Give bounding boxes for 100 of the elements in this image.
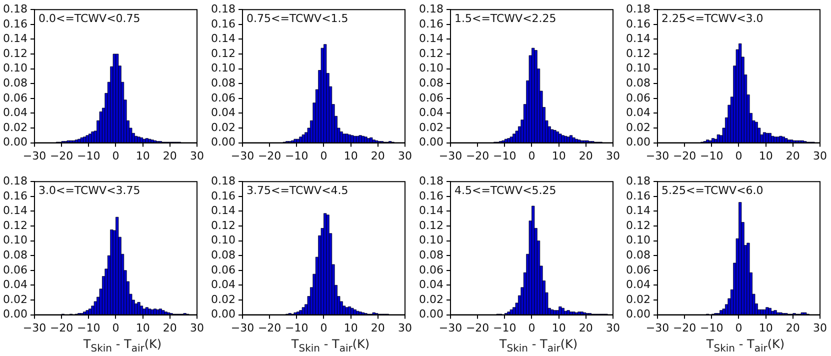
y-tick-label: 0.04 [210,106,236,120]
y-tick-label: 0.12 [210,46,236,60]
x-tick-label: 10 [136,321,150,334]
y-tick-label: 0.16 [418,17,444,30]
y-tick-label: 0.10 [210,62,236,75]
x-tick-label: −10 [700,321,724,334]
x-tick-label: 20 [578,321,593,334]
y-tick-label: 0.02 [626,292,650,306]
y-tick-label: 0.04 [418,278,444,292]
x-axis-title: T$_{Skin}$ - T$_{air}$(K) [290,337,371,354]
x-tick-label: 20 [786,149,800,162]
x-tick-label: −10 [493,149,516,162]
annotation: 1.5<=TCWV<2.25 [454,12,556,25]
x-tick-label: −20 [672,321,696,334]
y-tick-label: 0.16 [418,189,444,202]
y-tick-label: 0.06 [418,91,444,104]
y-tick-label: 0.04 [2,278,28,292]
y-tick-label: 0.08 [210,248,236,262]
y-tick-label: 0.16 [626,189,650,202]
x-tick-label: 10 [344,321,358,334]
y-tick-label: 0.08 [418,248,444,262]
y-tick-label: 0.06 [418,263,444,276]
x-tick-label: −30 [230,149,254,162]
x-tick-label: 30 [606,149,620,162]
x-axis-title: T$_{Skin}$ - T$_{air}$(K) [498,337,579,354]
y-tick-label: 0.08 [626,76,650,90]
y-tick-label: 0.04 [626,106,650,120]
x-tick-label: 10 [552,321,566,334]
y-tick-label: 0.18 [210,174,236,188]
y-tick-label: 0.04 [418,106,444,120]
y-tick-label: 0.08 [418,76,444,90]
x-tick-label: 30 [190,149,204,162]
x-tick-label: 30 [398,149,412,162]
annotation: 5.25<=TCWV<6.0 [661,184,764,197]
y-tick-label: 0.14 [2,32,28,46]
x-tick-label: −20 [466,321,490,334]
y-tick-label: 0.02 [2,292,28,306]
y-tick-label: 0.12 [2,218,28,232]
x-tick-label: 30 [606,321,620,334]
x-tick-label: 20 [162,321,177,334]
x-tick-label: −30 [22,321,46,334]
x-tick-label: −10 [700,149,724,162]
y-tick-label: 0.10 [210,234,236,247]
y-tick-label: 0.16 [210,189,236,202]
y-tick-label: 0.02 [418,292,444,306]
x-tick-label: 0 [528,321,536,334]
annotation: 3.75<=TCWV<4.5 [246,184,348,197]
y-tick-label: 0.16 [2,17,28,30]
y-tick-label: 0.08 [2,248,28,262]
y-tick-label: 0.04 [626,278,650,292]
y-tick-label: 0.06 [210,263,236,276]
x-tick-label: −30 [646,321,670,334]
y-tick-label: 0.18 [2,174,28,188]
y-tick-label: 0.10 [418,62,444,75]
annotation: 2.25<=TCWV<3.0 [661,12,764,25]
x-tick-label: −20 [50,149,74,162]
y-tick-label: 0.06 [2,263,28,276]
annotation: 0.0<=TCWV<0.75 [38,12,140,25]
x-tick-label: −20 [258,149,282,162]
x-tick-label: −10 [493,321,516,334]
y-tick-label: 0.10 [2,234,28,247]
annotation: 3.0<=TCWV<3.75 [38,184,140,197]
y-tick-label: 0.12 [210,218,236,232]
x-tick-label: 0 [528,149,536,162]
x-tick-label: −10 [285,149,308,162]
x-tick-label: 30 [813,149,827,162]
x-tick-label: −30 [438,321,462,334]
x-tick-label: 10 [758,321,773,334]
y-tick-label: 0.12 [626,218,650,232]
x-tick-label: −20 [672,149,696,162]
x-tick-label: −10 [77,149,100,162]
y-tick-label: 0.02 [210,292,236,306]
x-tick-label: 20 [578,149,593,162]
x-tick-label: −20 [466,149,490,162]
y-tick-label: 0.06 [626,91,650,104]
y-tick-label: 0.00 [210,308,236,321]
y-tick-label: 0.14 [210,204,236,218]
y-tick-label: 0.06 [210,91,236,104]
x-tick-label: 10 [758,149,773,162]
y-tick-label: 0.10 [626,234,650,247]
y-tick-label: 0.16 [2,189,28,202]
y-tick-label: 0.02 [2,120,28,134]
x-tick-label: 10 [552,149,566,162]
y-tick-label: 0.00 [626,136,650,149]
y-tick-label: 0.04 [2,106,28,120]
y-tick-label: 0.02 [418,120,444,134]
x-tick-label: −30 [646,149,670,162]
y-tick-label: 0.16 [210,17,236,30]
x-tick-label: 0 [112,321,120,334]
x-tick-label: −10 [285,321,308,334]
y-tick-label: 0.10 [418,234,444,247]
y-tick-label: 0.08 [210,76,236,90]
x-tick-label: 0 [112,149,120,162]
y-tick-label: 0.08 [626,248,650,262]
x-tick-label: 20 [370,149,385,162]
x-tick-label: −30 [438,149,462,162]
x-tick-label: 20 [786,321,800,334]
x-tick-label: 10 [136,149,150,162]
x-tick-label: 30 [398,321,412,334]
y-tick-label: 0.12 [418,218,444,232]
